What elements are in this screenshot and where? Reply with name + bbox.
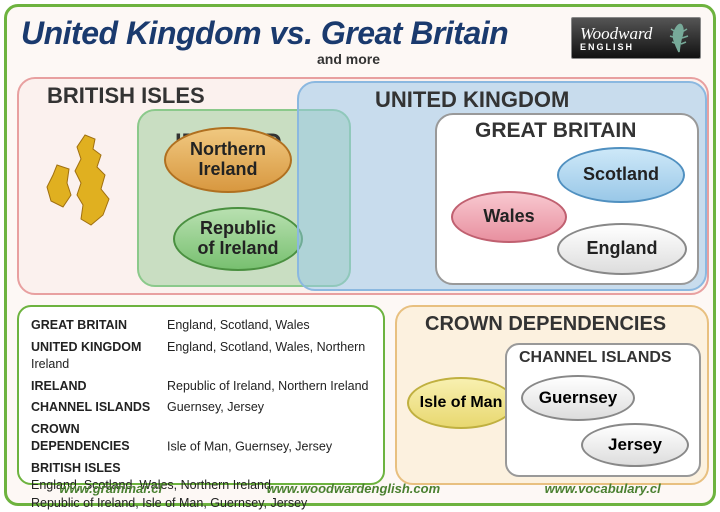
def-row: CHANNEL ISLANDSGuernsey, Jersey [31, 399, 371, 417]
england-oval: England [557, 223, 687, 275]
channel-label: CHANNEL ISLANDS [519, 349, 672, 367]
crown-label: CROWN DEPENDENCIES [425, 313, 666, 336]
main-title: United Kingdom vs. Great Britain [21, 15, 508, 52]
footer-link-woodward: www.woodwardenglish.com [267, 481, 441, 501]
republic-of-ireland-oval: Republic of Ireland [173, 207, 303, 271]
map-icon [37, 127, 127, 237]
british-isles-region: BRITISH ISLES IRELAND Republic of Irelan… [17, 77, 709, 295]
fern-icon [664, 22, 694, 54]
scotland-oval: Scotland [557, 147, 685, 203]
channel-islands-region: CHANNEL ISLANDS Guernsey Jersey [505, 343, 701, 477]
crown-dependencies-region: CROWN DEPENDENCIES Isle of Man CHANNEL I… [395, 305, 709, 485]
def-row: IRELANDRepublic of Ireland, Northern Ire… [31, 378, 371, 396]
uk-label: UNITED KINGDOM [375, 87, 569, 113]
def-row: UNITED KINGDOMEngland, Scotland, Wales, … [31, 339, 371, 374]
jersey-oval: Jersey [581, 423, 689, 467]
wales-oval: Wales [451, 191, 567, 243]
british-isles-label: BRITISH ISLES [47, 83, 205, 109]
footer-links: www.grammar.cl www.woodwardenglish.com w… [7, 481, 713, 501]
roi-text: Republic of Ireland [197, 219, 278, 259]
def-row: CROWN DEPENDENCIESIsle of Man, Guernsey,… [31, 421, 371, 456]
footer-link-vocabulary: www.vocabulary.cl [545, 481, 661, 501]
northern-ireland-oval: Northern Ireland [164, 127, 292, 193]
gb-label: GREAT BRITAIN [475, 119, 636, 143]
guernsey-oval: Guernsey [521, 375, 635, 421]
header: United Kingdom vs. Great Britain and mor… [7, 13, 713, 71]
woodward-logo: Woodward ENGLISH [571, 17, 701, 59]
footer-link-grammar: www.grammar.cl [59, 481, 162, 501]
definitions-box: GREAT BRITAINEngland, Scotland, Wales UN… [17, 305, 385, 485]
isle-of-man-oval: Isle of Man [407, 377, 515, 429]
def-row: GREAT BRITAINEngland, Scotland, Wales [31, 317, 371, 335]
subtitle: and more [317, 51, 380, 67]
ni-text: Northern Ireland [190, 140, 266, 180]
great-britain-region: GREAT BRITAIN Scotland Wales England [435, 113, 699, 285]
united-kingdom-region: UNITED KINGDOM GREAT BRITAIN Scotland Wa… [297, 81, 707, 291]
infographic-frame: United Kingdom vs. Great Britain and mor… [4, 4, 716, 506]
